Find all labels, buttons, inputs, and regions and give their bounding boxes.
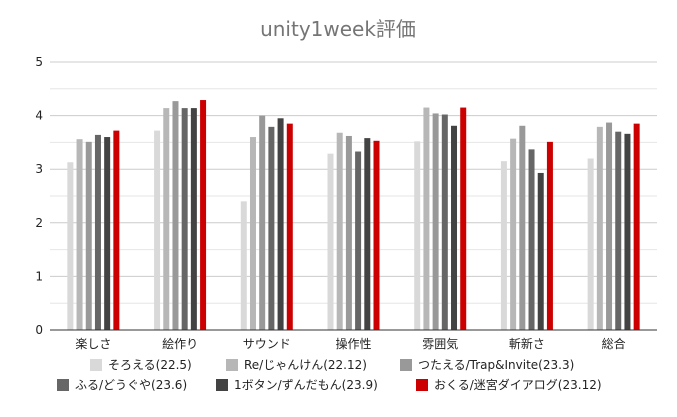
bar [67,162,74,330]
bar [76,139,83,330]
legend-label: そろえる(22.5) [108,358,192,372]
bar [432,113,439,331]
y-axis-ticks: 0 1 2 3 4 5 [35,55,43,337]
bar [519,125,526,330]
bar [441,114,448,330]
bar [286,123,293,330]
bar [414,141,421,330]
legend-swatch [416,379,428,391]
bar [181,108,188,330]
bar [587,158,594,330]
bar [345,135,352,330]
x-category-label: サウンド [243,337,291,351]
bars [67,100,640,331]
bar [364,138,371,330]
bar [355,151,362,330]
x-category-label: 操作性 [335,336,371,351]
bar [163,108,170,330]
y-tick-label: 5 [35,55,43,69]
bar [259,115,266,330]
bar [277,118,284,330]
y-tick-label: 0 [35,323,43,337]
bar [113,130,120,330]
bar [327,153,334,330]
bar [510,138,517,330]
chart-title: unity1week評価 [260,17,416,41]
bar [624,133,631,330]
legend-label: Re/じゃんけん(22.12) [244,358,367,372]
bar [596,126,603,330]
legend-swatch [57,379,69,391]
bar [633,123,640,330]
bar [537,172,544,330]
bar [249,137,256,330]
bar [268,126,275,330]
x-category-label: 雰囲気 [422,336,458,351]
y-tick-label: 4 [35,109,43,123]
bar [190,108,197,330]
x-category-label: 総合 [602,336,626,351]
x-axis-categories: 楽しさ 絵作り サウンド 操作性 雰囲気 斬新さ 総合 [75,336,625,351]
bar [240,201,247,330]
bar [500,161,507,330]
legend-label: ふる/どうぐや(23.6) [75,378,187,392]
legend-swatch [226,359,238,371]
bar [200,100,207,330]
bar [451,125,458,330]
bar [85,141,92,330]
legend-label: 1ボタン/ずんだもん(23.9) [234,378,378,392]
bar [423,107,430,330]
bar [528,149,535,330]
bar [104,137,111,330]
bar [154,130,161,330]
bar [373,140,380,330]
y-tick-label: 3 [35,162,43,176]
legend-swatch [90,359,102,371]
y-tick-label: 1 [35,269,43,283]
y-tick-label: 2 [35,216,43,230]
bar [172,101,179,331]
bar [615,131,622,330]
bar [546,141,553,330]
x-category-label: 斬新さ [509,336,545,351]
x-category-label: 楽しさ [75,337,111,351]
legend-label: おくる/迷宮ダイアログ(23.12) [434,377,602,392]
bar [94,134,101,330]
legend-swatch [216,379,228,391]
legend-label: つたえる/Trap&Invite(23.3) [418,358,574,372]
bar [460,107,467,330]
legend: そろえる(22.5) Re/じゃんけん(22.12) つたえる/Trap&Invit… [57,358,602,392]
gridlines [50,61,657,304]
legend-swatch [400,359,412,371]
bar [606,122,613,331]
bar [336,132,343,330]
x-category-label: 絵作り [162,336,198,351]
